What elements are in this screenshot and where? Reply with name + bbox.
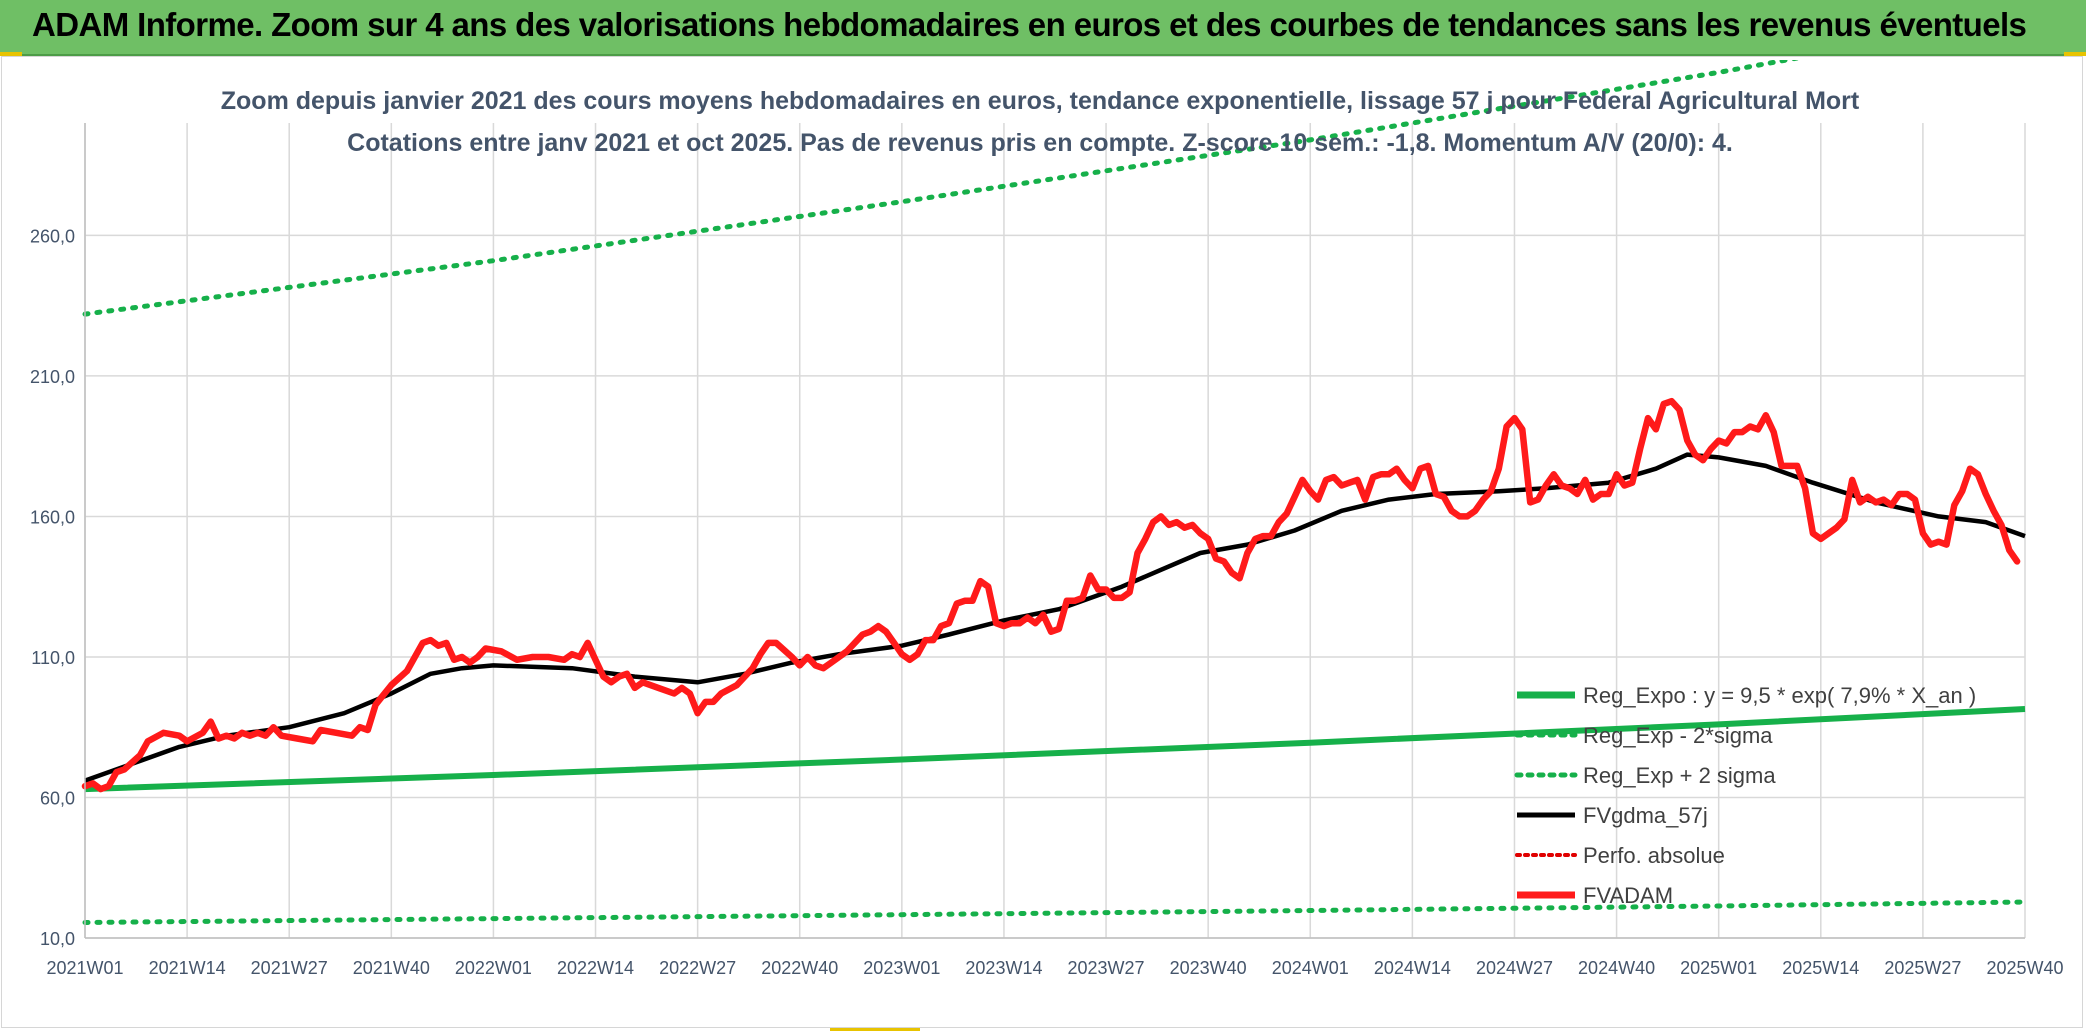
series-line-solid-red xyxy=(81,397,2021,793)
x-tick-label: 2023W40 xyxy=(1170,958,1247,978)
x-tick-label: 2025W14 xyxy=(1782,958,1859,978)
x-tick-label: 2024W14 xyxy=(1374,958,1451,978)
legend-label-fvgdma: FVgdma_57j xyxy=(1583,803,1708,828)
y-tick-label: 260,0 xyxy=(30,226,75,246)
x-tick-label: 2023W01 xyxy=(863,958,940,978)
x-tick-label: 2022W14 xyxy=(557,958,634,978)
x-tick-label: 2021W40 xyxy=(353,958,430,978)
y-tick-label: 10,0 xyxy=(40,929,75,949)
x-tick-label: 2025W01 xyxy=(1680,958,1757,978)
bottom-accent xyxy=(830,1028,920,1031)
banner-accent-left xyxy=(0,52,22,56)
legend-label-perfo: Perfo. absolue xyxy=(1583,843,1725,868)
series-layer xyxy=(81,60,2028,925)
report-title: ADAM Informe. Zoom sur 4 ans des valoris… xyxy=(32,6,2027,43)
x-tick-label: 2024W01 xyxy=(1272,958,1349,978)
x-tick-label: 2021W14 xyxy=(149,958,226,978)
legend-label-fvadam: FVADAM xyxy=(1583,883,1673,908)
y-tick-label: 160,0 xyxy=(30,507,75,527)
x-tick-label: 2025W27 xyxy=(1884,958,1961,978)
legend-label-reg-exp-minus: Reg_Exp - 2*sigma xyxy=(1583,723,1773,748)
legend: Reg_Expo : y = 9,5 * exp( 7,9% * X_an ) … xyxy=(1514,683,1976,908)
chart-title: Zoom depuis janvier 2021 des cours moyen… xyxy=(221,87,1860,115)
x-tick-label: 2021W27 xyxy=(251,958,328,978)
axes: 10,0 60,0 110,0 160,0 210,0 260,0 2021W01 2021W… xyxy=(30,123,2064,978)
x-tick-label: 2023W27 xyxy=(1068,958,1145,978)
series-line-solid-green xyxy=(84,706,2026,793)
x-tick-label: 2022W27 xyxy=(659,958,736,978)
y-tick-label: 110,0 xyxy=(31,648,75,668)
report-banner: ADAM Informe. Zoom sur 4 ans des valoris… xyxy=(0,0,2086,56)
x-tick-label: 2023W14 xyxy=(965,958,1042,978)
chart-frame xyxy=(1,56,2083,1028)
banner-accent-right xyxy=(2064,52,2086,56)
x-tick-label: 2022W01 xyxy=(455,958,532,978)
grid xyxy=(84,123,2026,939)
chart-subtitle: Cotations entre janv 2021 et oct 2025. P… xyxy=(347,129,1733,157)
legend-label-reg-expo: Reg_Expo : y = 9,5 * exp( 7,9% * X_an ) xyxy=(1583,683,1976,708)
x-tick-label: 2024W40 xyxy=(1578,958,1655,978)
series-line-dotted-green xyxy=(82,60,1801,317)
y-tick-label: 60,0 xyxy=(40,788,75,808)
x-tick-label: 2022W40 xyxy=(761,958,838,978)
legend-label-reg-exp-plus: Reg_Exp + 2 sigma xyxy=(1583,763,1776,788)
y-tick-label: 210,0 xyxy=(30,367,75,387)
x-tick-label: 2024W27 xyxy=(1476,958,1553,978)
series-line-dotted-green xyxy=(82,899,2028,925)
x-tick-label: 2025W40 xyxy=(1986,958,2063,978)
x-tick-label: 2021W01 xyxy=(46,958,123,978)
